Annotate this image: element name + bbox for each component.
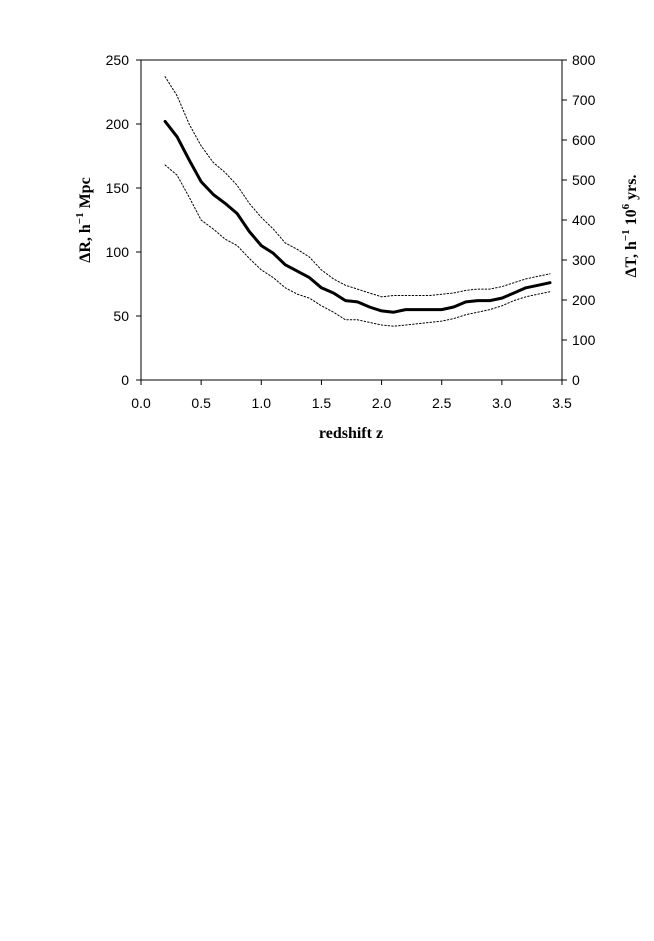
y-right-title-base: ΔT, h <box>623 241 640 278</box>
y-right-title-tail: yrs. <box>623 174 640 203</box>
y-left-title-sup: −1 <box>74 212 86 224</box>
x-tick-label: 1.0 <box>252 395 272 411</box>
y-left-tick-label: 50 <box>113 308 129 324</box>
y-left-title-base: ΔR, h <box>77 224 94 263</box>
y-right-tick-label: 100 <box>572 332 596 348</box>
x-tick-label: 3.0 <box>492 395 512 411</box>
y-left-title-tail: Mpc <box>77 177 94 212</box>
y-right-title-sup2: 6 <box>620 203 632 209</box>
y-left-tick-label: 100 <box>106 244 130 260</box>
x-tick-label: 0.0 <box>131 395 151 411</box>
x-tick-label: 2.0 <box>372 395 392 411</box>
x-tick-label: 0.5 <box>191 395 211 411</box>
y-left-tick-label: 200 <box>106 116 130 132</box>
x-tick-label: 3.5 <box>552 395 572 411</box>
y-right-tick-label: 800 <box>572 52 596 68</box>
y-right-tick-label: 400 <box>572 212 596 228</box>
plot-area <box>140 59 563 381</box>
y-left-tick-label: 250 <box>106 52 130 68</box>
svg-text:ΔR, h−1 Mpc: ΔR, h−1 Mpc <box>74 177 94 262</box>
y-right-tick-label: 0 <box>572 372 580 388</box>
series-line-main <box>163 119 552 314</box>
y-left-tick-label: 150 <box>106 180 130 196</box>
y-right-tick-label: 600 <box>572 132 596 148</box>
y-right-tick-label: 300 <box>572 252 596 268</box>
y-left-tick-label: 0 <box>121 372 129 388</box>
y-right-tick-label: 700 <box>572 92 596 108</box>
series-line-bound-2 <box>164 164 551 327</box>
axes-layer: 0.0 0.5 1.0 1.5 2.0 2.5 3.0 3.50501001502002500… <box>106 52 596 411</box>
x-tick-label: 2.5 <box>432 395 452 411</box>
y-right-tick-label: 500 <box>572 172 596 188</box>
x-tick-label: 1.5 <box>312 395 332 411</box>
y-right-title-sup1: −1 <box>620 229 632 241</box>
y-right-tick-label: 200 <box>572 292 596 308</box>
svg-text:ΔT, h−1 106 yrs.: ΔT, h−1 106 yrs. <box>620 174 640 277</box>
y-right-title-mid: 10 <box>623 209 640 229</box>
y-axis-left-title: ΔR, h−1 Mpc <box>74 177 94 262</box>
x-axis-title: redshift z <box>319 425 383 442</box>
y-axis-right-title: ΔT, h−1 106 yrs. <box>620 174 640 277</box>
series-layer <box>163 76 552 327</box>
series-line-bound-1 <box>164 76 551 298</box>
